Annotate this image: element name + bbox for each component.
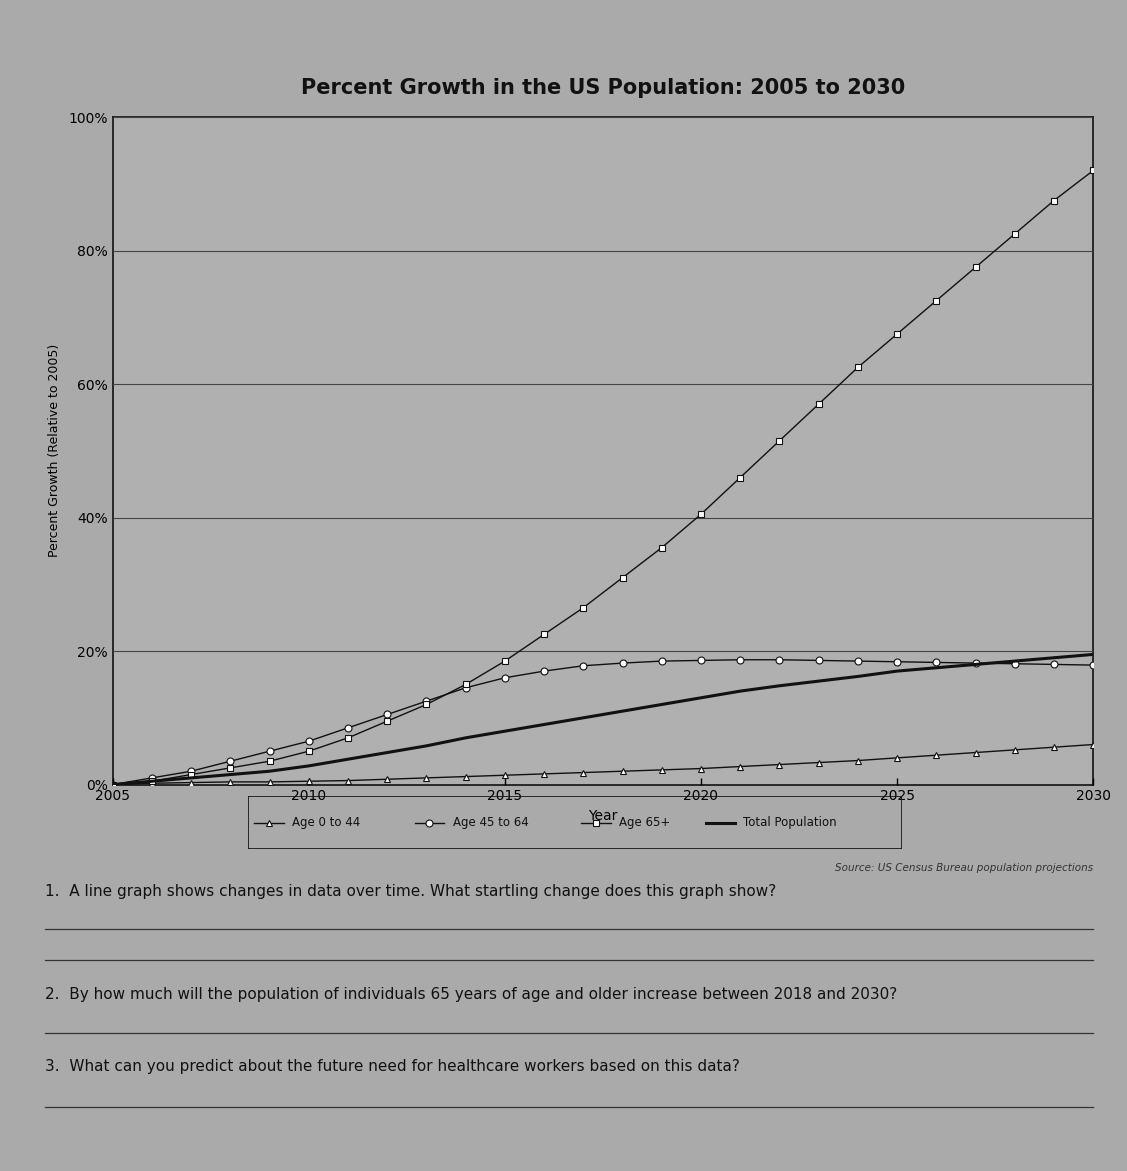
Bar: [248, 796, 902, 849]
Text: 2.  By how much will the population of individuals 65 years of age and older inc: 2. By how much will the population of in…: [45, 987, 897, 1002]
Text: Total Population: Total Population: [744, 816, 837, 829]
Text: Source: US Census Bureau population projections: Source: US Census Bureau population proj…: [835, 863, 1093, 874]
Text: 3.  What can you predict about the future need for healthcare workers based on t: 3. What can you predict about the future…: [45, 1059, 740, 1074]
Text: Age 45 to 64: Age 45 to 64: [453, 816, 529, 829]
Y-axis label: Percent Growth (Relative to 2005): Percent Growth (Relative to 2005): [48, 344, 61, 557]
Text: Age 0 to 44: Age 0 to 44: [292, 816, 361, 829]
Text: Percent Growth in the US Population: 2005 to 2030: Percent Growth in the US Population: 200…: [301, 77, 905, 98]
Text: Age 65+: Age 65+: [619, 816, 671, 829]
Text: 1.  A line graph shows changes in data over time. What startling change does thi: 1. A line graph shows changes in data ov…: [45, 884, 777, 899]
X-axis label: Year: Year: [588, 809, 618, 823]
